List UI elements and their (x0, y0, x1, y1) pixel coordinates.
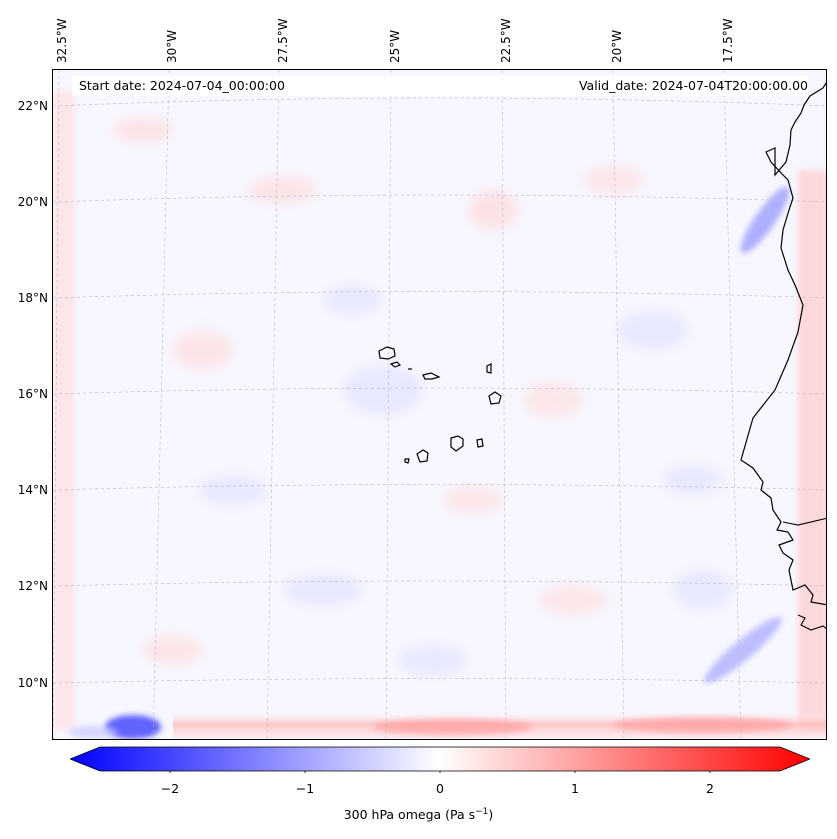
faint-anomaly-patches (113, 118, 733, 675)
colorbar-tick-2: 2 (706, 781, 714, 796)
colorbar-label-main: 300 hPa omega (Pa s (343, 807, 476, 823)
graticule (53, 70, 826, 739)
island-fogo (416, 449, 429, 463)
bottom-red-max-1 (373, 719, 533, 735)
island-brava (404, 458, 410, 464)
left-boundary-band (53, 90, 75, 730)
valid-date-label: Valid_date: 2024-07-04T20:00:00.00 (578, 78, 808, 93)
lon-label-20w: 20°W (610, 29, 624, 63)
lon-label-25w: 25°W (388, 29, 402, 63)
lat-label-22n: 22°N (17, 99, 48, 113)
island-sao-vicente (389, 361, 402, 368)
lon-label-27-5w: 27.5°W (276, 18, 290, 63)
gambia-river-outline (782, 517, 826, 526)
lat-label-12n: 12°N (17, 579, 48, 593)
island-santo-antao (378, 346, 396, 360)
cape-verde-islands (378, 346, 502, 464)
start-date-label: Start date: 2024-07-04_00:00:00 (79, 78, 285, 93)
colorbar-label-close: ) (488, 807, 494, 823)
lon-label-32-5w: 32.5°W (55, 18, 69, 63)
lon-label-17-5w: 17.5°W (721, 18, 735, 63)
lat-label-14n: 14°N (17, 483, 48, 497)
island-maio (476, 438, 484, 448)
colorbar-label-exponent: −1 (475, 807, 489, 817)
date-header-bar (72, 76, 808, 96)
coastal-blue-streak-north (740, 186, 790, 254)
lon-label-22-5w: 22.5°W (499, 18, 513, 63)
lat-label-20n: 20°N (17, 195, 48, 209)
colorbar (68, 745, 812, 775)
lat-label-10n: 10°N (17, 676, 48, 690)
bottom-red-max-2 (613, 717, 793, 733)
omega-field-map (53, 70, 826, 739)
coastal-blue-streak-south (704, 616, 782, 684)
bottom-left-blue-edge (68, 726, 118, 738)
colorbar-label: 300 hPa omega (Pa s−1) (0, 807, 837, 822)
island-boa-vista (488, 391, 502, 405)
lon-label-30w: 30°W (165, 29, 179, 63)
island-sal (486, 363, 492, 374)
guinea-bissau-islands (797, 614, 826, 631)
colorbar-svg (68, 746, 812, 775)
colorbar-tick-0: 0 (436, 781, 444, 796)
colorbar-tick-1: 1 (571, 781, 579, 796)
bottom-left-blue-min (105, 715, 161, 739)
island-santiago (450, 435, 464, 452)
colorbar-tick-neg1: −1 (295, 781, 315, 796)
colorbar-gradient (68, 746, 812, 772)
map-panel (52, 69, 827, 740)
colorbar-tick-neg2: −2 (160, 781, 180, 796)
lat-label-18n: 18°N (17, 291, 48, 305)
field-background (53, 70, 826, 739)
lat-label-16n: 16°N (17, 387, 48, 401)
island-sao-nicolau (422, 372, 441, 380)
right-boundary-band (798, 170, 826, 730)
west-africa-coastline (740, 82, 826, 606)
